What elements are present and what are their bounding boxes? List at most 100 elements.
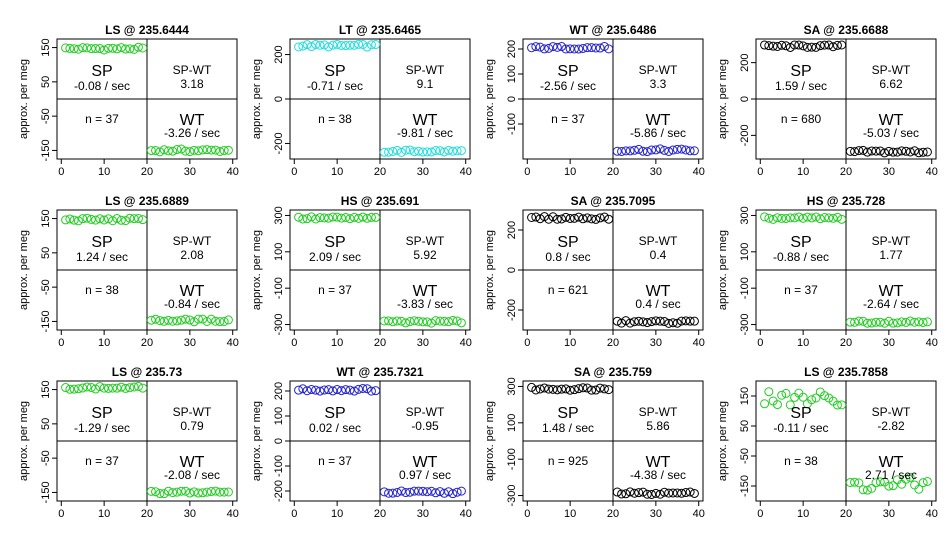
panel-9-diff-label: SP-WT: [406, 405, 445, 419]
panel-1-point: [354, 39, 364, 49]
panel-1-point: [426, 147, 436, 157]
panel-8-xtick-label: 30: [184, 508, 196, 520]
panel-2-point: [642, 147, 652, 157]
panel-5-wt-rate: -3.83 / sec: [397, 297, 453, 311]
panel-2-point: [664, 146, 674, 156]
panel-10-ytick-label: -100: [506, 448, 518, 470]
panel-1-point: [298, 41, 308, 51]
panel-7-point: [768, 214, 778, 224]
panel-3-point: [764, 41, 774, 51]
panel-6-point: [569, 213, 579, 223]
panel-3-point: [862, 147, 872, 157]
panel-9-sp-rate: 0.02 / sec: [309, 421, 361, 435]
panel-2-xtick-label: 10: [564, 166, 576, 178]
panel-6-point: [591, 214, 601, 224]
panel-10-xtick-label: 0: [524, 508, 530, 520]
panel-5-point: [332, 212, 342, 222]
panel-5-point: [456, 318, 466, 328]
panel-5-point: [448, 315, 458, 325]
panel-3-diff-label: SP-WT: [872, 63, 911, 77]
panel-8-point: [168, 488, 178, 498]
panel-11-ylabel: approx. per meg: [717, 401, 729, 481]
panel-9-point: [444, 487, 454, 497]
panel-2-ytick-label: 200: [506, 40, 518, 58]
panel-0-point: [146, 146, 156, 156]
panel-4-xtick-label: 20: [141, 337, 153, 349]
panel-1-point: [319, 40, 329, 50]
panel-1-diff-label: SP-WT: [406, 63, 445, 77]
panel-8-point: [219, 487, 229, 497]
panel-6-wt-rate: 0.4 / sec: [635, 297, 680, 311]
panel-2-point: [599, 41, 609, 51]
panel-0-ytick-label: 150: [40, 38, 52, 56]
panel-9-point: [306, 385, 316, 395]
panel-3-point: [781, 41, 791, 51]
panel-3-point: [867, 146, 877, 156]
panel-8-point: [121, 383, 131, 393]
panel-4-point: [211, 316, 221, 326]
panel-9-point: [379, 487, 389, 497]
panel-7-ytick-label: -300: [739, 314, 751, 336]
panel-5-xtick-label: 0: [291, 337, 297, 349]
panel-9-point: [324, 385, 334, 395]
panel-3-point: [914, 148, 924, 158]
panel-1-point: [332, 39, 342, 49]
panel-3-xtick-label: 40: [926, 166, 938, 178]
panel-10-xtick-label: 10: [564, 508, 576, 520]
panel-11-point: [764, 387, 774, 397]
panel-3-diff-value: 6.62: [879, 77, 903, 91]
panel-11-point: [777, 390, 787, 400]
panel-8-point: [185, 488, 195, 498]
panel-2-point: [548, 42, 558, 52]
panel-6-point: [642, 318, 652, 328]
panel-6-point: [544, 214, 554, 224]
panel-9-title: WT @ 235.7321: [336, 365, 423, 379]
panel-10-point: [582, 383, 592, 393]
panel-11-xtick-label: 20: [840, 508, 852, 520]
panel-9-point: [396, 486, 406, 496]
panel-7-n-count: n = 37: [784, 283, 818, 297]
panel-6-point: [621, 316, 631, 326]
panel-0-point: [176, 144, 186, 154]
panel-1-n-count: n = 38: [318, 112, 352, 126]
panel-3-point: [815, 41, 825, 51]
panel-9-ytick-label: -100: [273, 455, 285, 477]
panel-0-point: [223, 145, 233, 155]
panel-3-ylabel: approx. per meg: [717, 59, 729, 139]
panel-6-point: [552, 214, 562, 224]
panel-9-point: [341, 385, 351, 395]
panel-1-point: [336, 40, 346, 50]
panel-7-point: [824, 213, 834, 223]
panel-8-point: [125, 383, 135, 393]
panel-8-point: [202, 487, 212, 497]
panel-0-point: [198, 145, 208, 155]
panel-0-sp-rate: -0.08 / sec: [74, 79, 130, 93]
panel-0-diff-value: 3.18: [180, 77, 204, 91]
panel-1-xtick-label: 20: [374, 166, 386, 178]
panel-10-ytick-label: 100: [506, 414, 518, 432]
panel-10-point: [621, 489, 631, 499]
panel-8-xtick-label: 0: [58, 508, 64, 520]
panel-4-ytick-label: -150: [40, 310, 52, 332]
panel-2-point: [685, 146, 695, 156]
panel-10-wt-rate: -4.38 / sec: [630, 468, 686, 482]
panel-10-point: [552, 385, 562, 395]
panel-9-point: [362, 384, 372, 394]
panel-6-point: [629, 317, 639, 327]
panel-1-point: [439, 147, 449, 157]
panel-0-point: [99, 45, 109, 55]
panel-4-point: [95, 214, 105, 224]
panel-8-point: [82, 382, 92, 392]
panel-9-point: [336, 386, 346, 396]
panel-4-point: [116, 215, 126, 225]
panel-8-ytick-label: -150: [40, 481, 52, 503]
panel-6-point: [681, 316, 691, 326]
panel-10-point: [629, 488, 639, 498]
panel-9-point: [354, 384, 364, 394]
panel-9-point: [388, 488, 398, 498]
panel-2-point: [672, 144, 682, 154]
panel-6-point: [531, 212, 541, 222]
panel-11-n-count: n = 38: [784, 454, 818, 468]
panel-9-ytick-label: 0: [273, 438, 285, 444]
